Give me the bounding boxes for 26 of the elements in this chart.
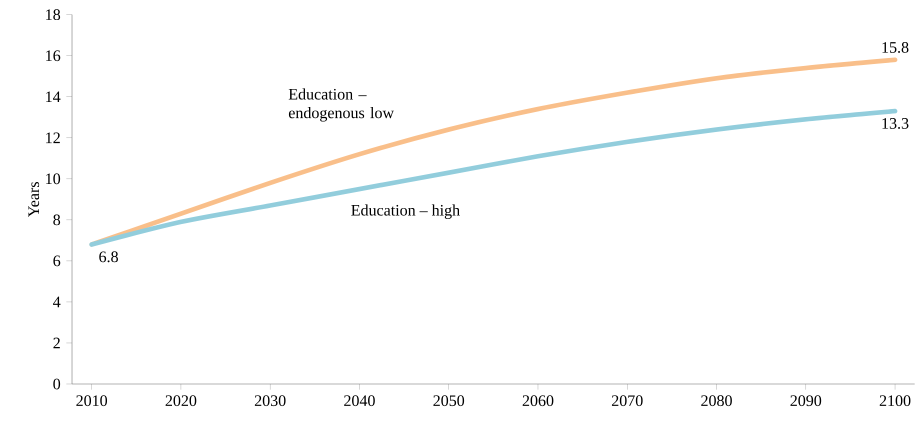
data-label: 13.3 [882,118,908,129]
y-tick-label: 4 [53,296,60,308]
x-tick-label: 2080 [701,395,732,406]
x-tick-label: 2030 [254,395,286,406]
y-tick-label: 0 [53,378,60,390]
x-tick-label: 2050 [433,395,464,406]
y-tick-label: 8 [53,214,60,226]
x-tick-label: 2100 [880,395,910,406]
x-tick-label: 2040 [344,395,375,406]
x-tick-label: 2010 [76,395,108,406]
y-tick-label: 12 [46,132,60,144]
data-label: 15.8 [882,42,908,53]
x-tick-label: 2060 [522,395,554,406]
y-tick-label: 16 [46,50,60,62]
y-tick-label: 10 [46,173,60,184]
series-label: Education – high [351,204,460,219]
x-tick-label: 2090 [790,395,822,406]
y-axis-title: Years [28,182,40,217]
y-tick-label: 18 [46,9,60,20]
x-tick-label: 2020 [166,395,196,406]
x-tick-label: 2070 [612,395,643,406]
y-tick-label: 2 [53,338,60,348]
series-label: Education – endogenous low [288,88,394,122]
y-tick-label: 14 [46,91,60,102]
y-tick-label: 6 [53,256,60,266]
data-label: 6.8 [99,251,118,262]
